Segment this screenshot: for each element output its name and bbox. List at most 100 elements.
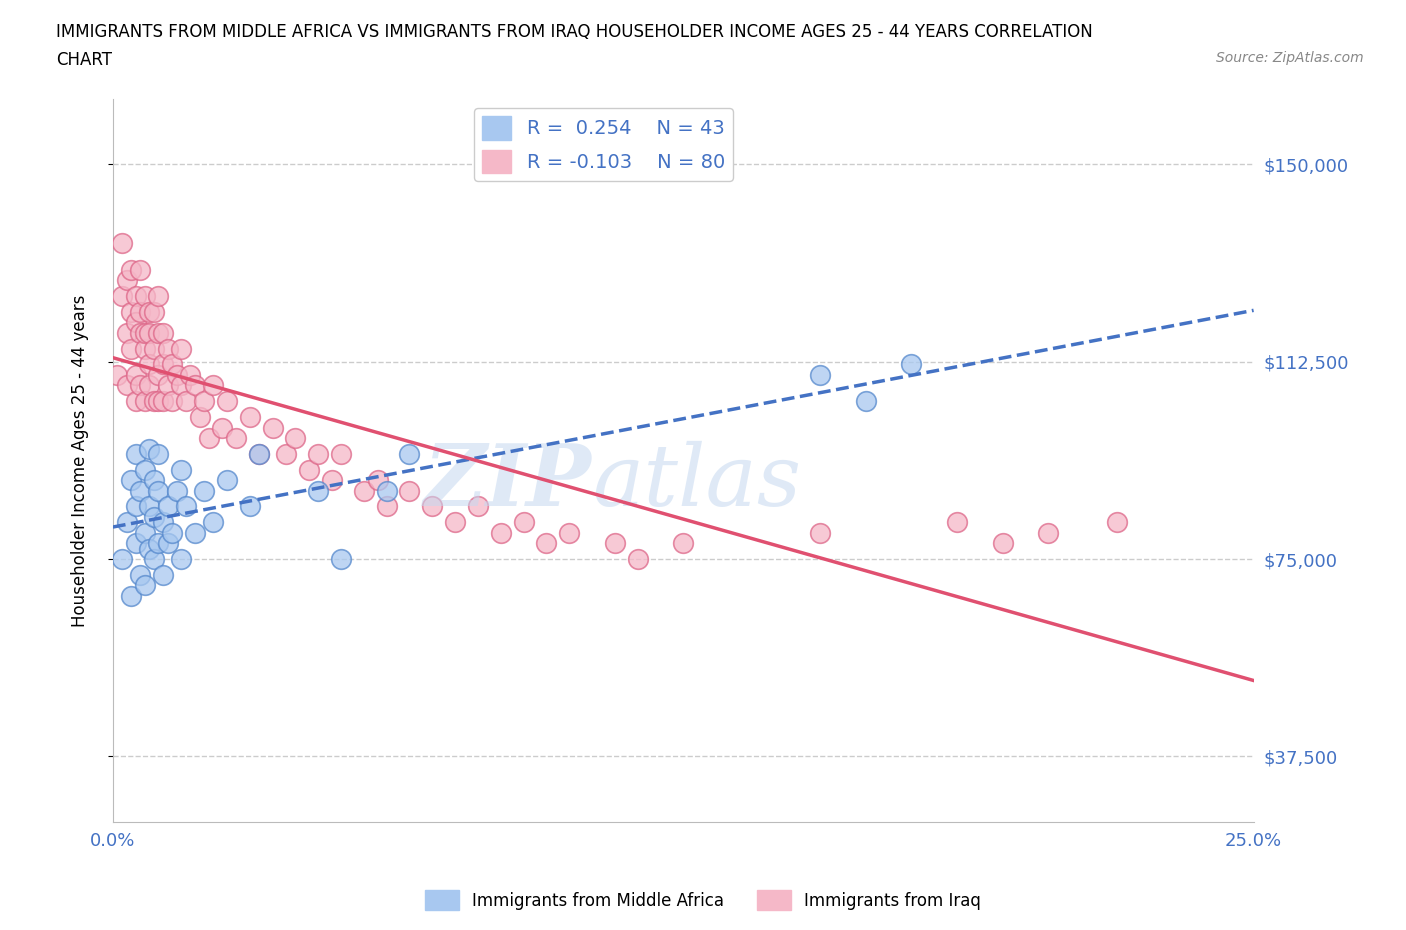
Point bbox=[321, 472, 343, 487]
Point bbox=[124, 315, 146, 330]
Point bbox=[124, 367, 146, 382]
Point bbox=[512, 515, 534, 530]
Point bbox=[467, 499, 489, 514]
Point bbox=[124, 288, 146, 303]
Point bbox=[330, 446, 353, 461]
Point bbox=[138, 541, 160, 556]
Point bbox=[202, 378, 225, 392]
Point bbox=[366, 472, 388, 487]
Point bbox=[170, 341, 193, 356]
Point bbox=[148, 536, 170, 551]
Point bbox=[202, 515, 225, 530]
Point bbox=[142, 341, 165, 356]
Point bbox=[991, 536, 1014, 551]
Point bbox=[115, 272, 138, 287]
Point bbox=[156, 341, 179, 356]
Point bbox=[142, 472, 165, 487]
Point bbox=[420, 499, 443, 514]
Point bbox=[444, 515, 467, 530]
Point bbox=[138, 441, 160, 456]
Point bbox=[239, 499, 262, 514]
Point bbox=[148, 484, 170, 498]
Point bbox=[808, 525, 831, 540]
Point bbox=[142, 393, 165, 408]
Point bbox=[1038, 525, 1060, 540]
Point bbox=[398, 484, 420, 498]
Point bbox=[672, 536, 695, 551]
Point bbox=[179, 367, 201, 382]
Point bbox=[129, 484, 152, 498]
Point bbox=[152, 515, 174, 530]
Point bbox=[134, 578, 156, 592]
Point bbox=[129, 326, 152, 340]
Point bbox=[215, 393, 238, 408]
Point bbox=[193, 484, 215, 498]
Point bbox=[225, 431, 247, 445]
Point bbox=[247, 446, 270, 461]
Point bbox=[193, 393, 215, 408]
Y-axis label: Householder Income Ages 25 - 44 years: Householder Income Ages 25 - 44 years bbox=[72, 294, 89, 627]
Point bbox=[115, 326, 138, 340]
Point bbox=[138, 499, 160, 514]
Point bbox=[603, 536, 626, 551]
Point bbox=[138, 304, 160, 319]
Point bbox=[276, 446, 298, 461]
Point bbox=[148, 393, 170, 408]
Point bbox=[124, 446, 146, 461]
Point bbox=[107, 367, 129, 382]
Point bbox=[188, 409, 211, 424]
Point bbox=[536, 536, 558, 551]
Point bbox=[152, 567, 174, 582]
Point bbox=[142, 510, 165, 525]
Point bbox=[170, 551, 193, 566]
Point bbox=[166, 484, 188, 498]
Text: CHART: CHART bbox=[56, 51, 112, 69]
Legend: R =  0.254    N = 43, R = -0.103    N = 80: R = 0.254 N = 43, R = -0.103 N = 80 bbox=[474, 109, 733, 181]
Point bbox=[142, 551, 165, 566]
Text: ZIP: ZIP bbox=[425, 441, 592, 524]
Point bbox=[120, 589, 142, 604]
Point bbox=[160, 525, 183, 540]
Point bbox=[1105, 515, 1128, 530]
Text: atlas: atlas bbox=[592, 441, 801, 524]
Point bbox=[211, 420, 233, 435]
Point bbox=[808, 367, 831, 382]
Point bbox=[375, 499, 398, 514]
Point bbox=[375, 484, 398, 498]
Point bbox=[353, 484, 375, 498]
Point bbox=[239, 409, 262, 424]
Point bbox=[398, 446, 420, 461]
Point bbox=[134, 525, 156, 540]
Point bbox=[129, 567, 152, 582]
Point bbox=[262, 420, 284, 435]
Point bbox=[174, 499, 197, 514]
Point bbox=[115, 378, 138, 392]
Point bbox=[307, 446, 329, 461]
Point bbox=[129, 304, 152, 319]
Point bbox=[115, 515, 138, 530]
Point bbox=[489, 525, 512, 540]
Point bbox=[900, 357, 922, 372]
Point bbox=[129, 262, 152, 277]
Legend: Immigrants from Middle Africa, Immigrants from Iraq: Immigrants from Middle Africa, Immigrant… bbox=[419, 884, 987, 917]
Point bbox=[160, 393, 183, 408]
Point bbox=[197, 431, 219, 445]
Point bbox=[124, 499, 146, 514]
Point bbox=[558, 525, 581, 540]
Point bbox=[134, 326, 156, 340]
Point bbox=[307, 484, 329, 498]
Point bbox=[129, 378, 152, 392]
Point bbox=[156, 536, 179, 551]
Point bbox=[166, 367, 188, 382]
Point bbox=[124, 393, 146, 408]
Point bbox=[160, 357, 183, 372]
Point bbox=[174, 393, 197, 408]
Point bbox=[156, 499, 179, 514]
Point bbox=[946, 515, 969, 530]
Point bbox=[120, 304, 142, 319]
Point bbox=[134, 341, 156, 356]
Point bbox=[215, 472, 238, 487]
Point bbox=[111, 236, 134, 251]
Point bbox=[120, 472, 142, 487]
Point bbox=[170, 462, 193, 477]
